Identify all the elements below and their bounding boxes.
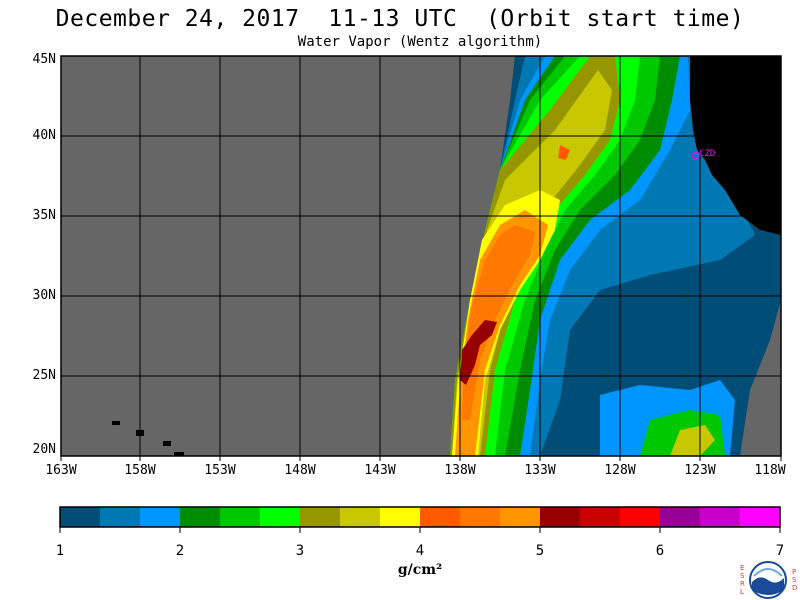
colorbar-cell <box>140 507 181 527</box>
colorbar-cell <box>60 507 101 527</box>
lon-label-123w: 123W <box>684 463 716 478</box>
vapor-band-8 <box>452 70 612 456</box>
logo-left-letters: E S R L <box>740 564 745 596</box>
vapor-band-13 <box>558 145 570 160</box>
lon-label-118w: 118W <box>754 463 786 478</box>
lon-label-133w: 133W <box>524 463 556 478</box>
colorbar-tick-1: 1 <box>55 543 65 559</box>
colorbar-units: g/cm² <box>397 562 443 578</box>
lon-label-138w: 138W <box>444 463 476 478</box>
lon-label-163w: 163W <box>45 463 77 478</box>
colorbar-cell <box>300 507 341 527</box>
vapor-band-6-south <box>670 425 715 456</box>
colorbar-tick-4: 4 <box>415 543 425 559</box>
colorbar-tick-5: 5 <box>535 543 545 559</box>
lon-label-143w: 143W <box>364 463 396 478</box>
colorbar-tick-3: 3 <box>295 543 305 559</box>
colorbar-cell <box>460 507 501 527</box>
station-marker <box>692 152 699 159</box>
lat-label-45n: 45N <box>32 52 56 67</box>
lon-label-128w: 128W <box>604 463 636 478</box>
colorbar-cell <box>620 507 661 527</box>
colorbar-cell <box>180 507 221 527</box>
map-title: December 24, 2017 11-13 UTC (Orbit start… <box>55 6 745 32</box>
colorbar-cell <box>380 507 421 527</box>
lon-label-153w: 153W <box>204 463 236 478</box>
colorbar-cells <box>60 507 781 527</box>
lat-label-35n: 35N <box>32 208 56 223</box>
lat-label-25n: 25N <box>32 368 56 383</box>
colorbar-cell <box>260 507 301 527</box>
colorbar-ticks <box>59 527 781 533</box>
hawaii-island-3 <box>163 441 171 446</box>
logo-right-letters: P S D <box>792 568 798 592</box>
colorbar-cell <box>100 507 141 527</box>
station-label: CZD <box>699 149 715 159</box>
lat-label-20n: 20N <box>32 442 56 457</box>
colorbar-cell <box>340 507 381 527</box>
colorbar-tick-6: 6 <box>655 543 665 559</box>
lat-label-30n: 30N <box>32 288 56 303</box>
noaa-logo: E S R L P S D <box>738 560 798 600</box>
lon-ticks <box>60 456 782 461</box>
colorbar-cell <box>660 507 701 527</box>
lon-label-148w: 148W <box>284 463 316 478</box>
colorbar-cell <box>540 507 581 527</box>
map-subtitle: Water Vapor (Wentz algorithm) <box>297 34 543 50</box>
colorbar-tick-2: 2 <box>175 543 185 559</box>
lat-label-40n: 40N <box>32 128 56 143</box>
land-mass <box>690 56 781 235</box>
lon-label-158w: 158W <box>124 463 156 478</box>
vapor-band-12 <box>460 320 497 385</box>
water-vapor-field <box>450 56 781 456</box>
map-frame <box>60 55 782 457</box>
hawaii-island-4 <box>174 452 184 456</box>
colorbar-cell <box>420 507 461 527</box>
colorbar-cell <box>700 507 741 527</box>
graticule <box>61 56 781 456</box>
hawaii-island-1 <box>112 421 120 425</box>
vapor-band-11 <box>462 225 535 420</box>
colorbar-tick-7: 7 <box>775 543 785 559</box>
colorbar-cell <box>220 507 261 527</box>
colorbar-cell <box>740 507 781 527</box>
colorbar-cell <box>500 507 541 527</box>
vapor-band-10 <box>455 210 548 456</box>
colorbar-cell <box>580 507 621 527</box>
